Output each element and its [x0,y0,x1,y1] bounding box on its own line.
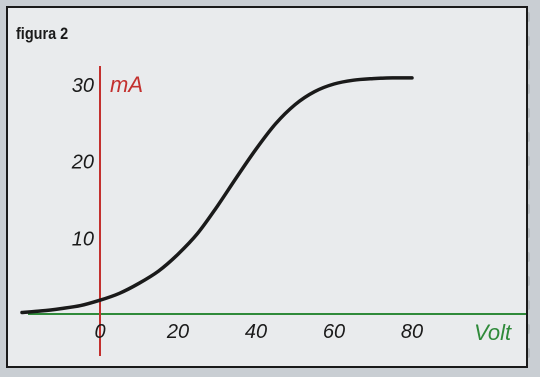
y-tick-label: 20 [71,152,94,174]
x-tick-label: 80 [401,321,423,343]
x-tick-label: 60 [323,321,345,343]
y-tick-label: 30 [72,75,94,97]
x-tick-label: 20 [166,321,189,343]
y-tick-label: 10 [72,228,94,250]
series-line [20,76,414,315]
x-tick-label: 40 [245,321,267,343]
figure-label: figura 2 [16,24,69,43]
x-tick-label: 0 [94,321,105,343]
figure-panel: figura 2 [6,6,528,368]
y-axis-label: mA [110,72,143,97]
x-axis-label: Volt [474,320,512,345]
